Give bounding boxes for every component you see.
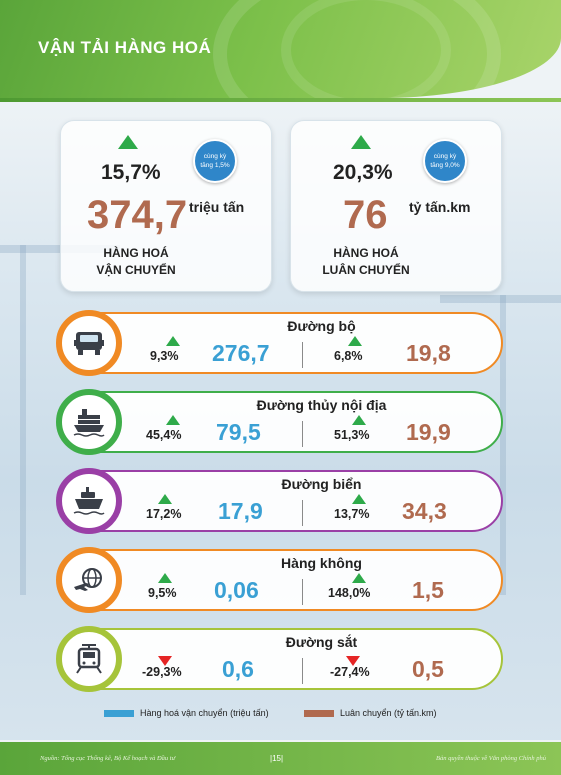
mode-name: Hàng không	[281, 555, 362, 571]
increase-arrow-icon	[352, 415, 366, 425]
transport-mode-road: Đường bộ 9,3% 276,7 6,8% 19,8	[56, 310, 503, 376]
mode-icon-ring	[56, 547, 122, 613]
rotated-percent: 6,8%	[334, 349, 363, 363]
page-number: |15|	[270, 754, 284, 763]
badge-line-1: cùng kỳ	[203, 153, 227, 160]
transported-percent: 9,3%	[150, 349, 179, 363]
badge-line-2: tăng 1,5%	[200, 162, 230, 169]
train-icon	[76, 644, 102, 674]
value-separator	[302, 579, 303, 605]
transport-mode-rail: Đường sắt -29,3% 0,6 -27,4% 0,5	[56, 626, 503, 692]
rotated-value: 34,3	[402, 498, 447, 524]
page-footer: Nguồn: Tổng cục Thống kê, Bộ Kế hoạch và…	[0, 742, 561, 775]
rotated-value: 1,5	[412, 577, 444, 603]
transported-value: 0,06	[214, 577, 259, 603]
increase-arrow-icon	[348, 336, 362, 346]
mode-icon-ring	[56, 310, 122, 376]
rotated-percent: 148,0%	[328, 586, 371, 600]
caption-line-2: LUÂN CHUYỂN	[322, 263, 410, 277]
summary-caption: HÀNG HOÁ LUÂN CHUYỂN	[291, 245, 441, 279]
page-title: VẬN TẢI HÀNG HOÁ	[38, 38, 212, 57]
increase-arrow-icon	[166, 336, 180, 346]
transported-percent: 9,5%	[148, 586, 177, 600]
rotated-percent: -27,4%	[330, 665, 370, 679]
summary-card-rotated: 20,3% cùng kỳ tăng 9,0% 76 tỷ tấn.km HÀN…	[290, 120, 502, 292]
mode-icon-ring	[56, 626, 122, 692]
transported-value: 0,6	[222, 656, 254, 682]
cargo-ship-icon	[73, 409, 105, 437]
transport-mode-sea: Đường biển 17,2% 17,9 13,7% 34,3	[56, 468, 503, 534]
airplane-globe-icon	[74, 568, 102, 591]
summary-percent: 15,7%	[101, 161, 161, 184]
legend-swatch-blue	[104, 710, 134, 718]
mode-name: Đường thủy nội địa	[256, 397, 387, 413]
value-separator	[302, 500, 303, 526]
legend-rotated: Luân chuyển (tỷ tấn.km)	[304, 708, 437, 718]
caption-line-1: HÀNG HOÁ	[333, 246, 399, 260]
summary-unit: triệu tấn	[189, 199, 245, 215]
decrease-arrow-icon	[158, 656, 172, 666]
header-divider	[0, 98, 561, 102]
increase-arrow-icon	[118, 135, 138, 149]
page-header: VẬN TẢI HÀNG HOÁ	[0, 0, 561, 98]
legend-label: Luân chuyển (tỷ tấn.km)	[340, 708, 437, 718]
value-separator	[302, 342, 303, 368]
mode-icon-ring	[56, 389, 122, 455]
sea-ship-icon	[73, 487, 105, 515]
same-period-badge: cùng kỳ tăng 1,5%	[193, 139, 237, 183]
rotated-percent: 13,7%	[334, 507, 370, 521]
summary-percent: 20,3%	[333, 161, 393, 184]
transported-value: 17,9	[218, 498, 263, 524]
legend-transported: Hàng hoá vận chuyển (triệu tấn)	[104, 708, 269, 718]
mode-icon-ring	[56, 468, 122, 534]
truck-icon	[74, 332, 104, 355]
transport-mode-inland-waterway: Đường thủy nội địa 45,4% 79,5 51,3% 19,9	[56, 389, 503, 455]
decrease-arrow-icon	[346, 656, 360, 666]
copyright-note: Bản quyền thuộc về Văn phòng Chính phủ	[436, 755, 546, 762]
source-note: Nguồn: Tổng cục Thống kê, Bộ Kế hoạch và…	[40, 755, 176, 762]
mode-name: Đường biển	[281, 476, 362, 492]
caption-line-2: VẬN CHUYỂN	[96, 263, 176, 277]
badge-line-2: tăng 9,0%	[430, 162, 460, 169]
increase-arrow-icon	[352, 494, 366, 504]
transported-percent: -29,3%	[142, 665, 182, 679]
same-period-badge: cùng kỳ tăng 9,0%	[423, 139, 467, 183]
legend-label: Hàng hoá vận chuyển (triệu tấn)	[140, 708, 269, 718]
transport-mode-air: Hàng không 9,5% 0,06 148,0% 1,5	[56, 547, 503, 613]
mode-name: Đường bộ	[287, 318, 356, 334]
increase-arrow-icon	[166, 415, 180, 425]
increase-arrow-icon	[352, 573, 366, 583]
badge-line-1: cùng kỳ	[433, 153, 457, 160]
value-separator	[302, 421, 303, 447]
rotated-value: 0,5	[412, 656, 444, 682]
transported-value: 79,5	[216, 419, 261, 445]
increase-arrow-icon	[158, 573, 172, 583]
increase-arrow-icon	[351, 135, 371, 149]
legend-swatch-brown	[304, 710, 334, 718]
rotated-value: 19,8	[406, 340, 451, 366]
header-drum-pattern-inner	[281, 0, 451, 98]
summary-unit: tỷ tấn.km	[409, 199, 471, 215]
transported-percent: 17,2%	[146, 507, 182, 521]
value-separator	[302, 658, 303, 684]
increase-arrow-icon	[158, 494, 172, 504]
caption-line-1: HÀNG HOÁ	[103, 246, 169, 260]
summary-card-transported: 15,7% cùng kỳ tăng 1,5% 374,7 triệu tấn …	[60, 120, 272, 292]
summary-value: 374,7	[87, 193, 188, 237]
transported-value: 276,7	[212, 340, 270, 366]
rotated-value: 19,9	[406, 419, 451, 445]
mode-name: Đường sắt	[285, 634, 358, 650]
summary-caption: HÀNG HOÁ VẬN CHUYỂN	[61, 245, 211, 279]
summary-value: 76	[343, 193, 388, 237]
transported-percent: 45,4%	[146, 428, 182, 442]
rotated-percent: 51,3%	[334, 428, 370, 442]
